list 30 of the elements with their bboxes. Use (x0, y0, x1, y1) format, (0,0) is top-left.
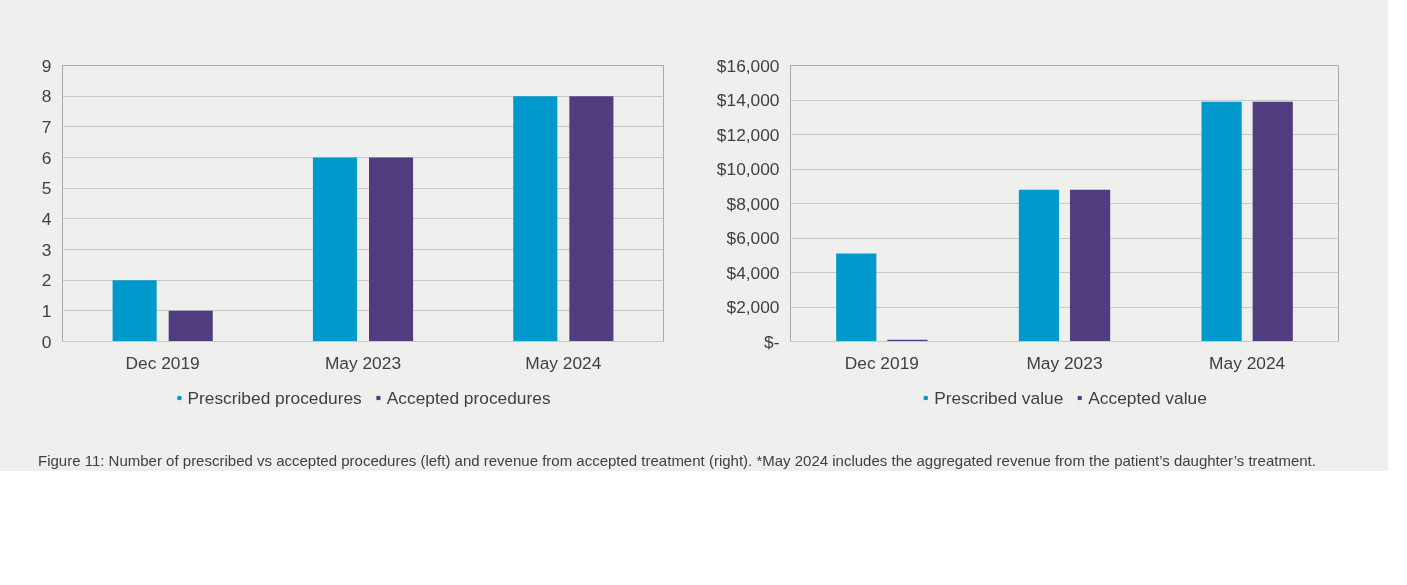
x-tick-label: May 2024 (1209, 352, 1286, 373)
x-tick-label: May 2023 (1026, 352, 1103, 373)
y-tick-label: 8 (41, 86, 52, 107)
caption: Figure 11: Number of prescribed vs accepted procedures (left) and revenue from accepted treatment (right). *May 2024 includes the aggregated revenue from the patient’s daughter’s treatment. (38, 451, 1316, 471)
y-tick-label: $8,000 (726, 193, 780, 214)
x-tick-label: Dec 2019 (844, 352, 919, 373)
y-tick-label: $10,000 (716, 159, 780, 179)
y-tick-label: 0 (41, 331, 52, 352)
y-tick-label: 2 (41, 270, 52, 291)
y-tick-label: $12,000 (716, 124, 780, 145)
legend-label: Prescribed value (934, 387, 1064, 408)
legend-label: Accepted procedures (386, 387, 551, 408)
y-tick-label: 3 (41, 239, 52, 260)
legend-label: Accepted value (1088, 387, 1207, 408)
y-tick-label: 5 (41, 178, 52, 199)
y-tick-label: $6,000 (726, 228, 780, 248)
y-tick-label: $- (764, 331, 780, 352)
legend-label: Prescribed procedures (187, 387, 362, 408)
x-tick-label: May 2024 (525, 352, 602, 373)
y-tick-label: $14,000 (716, 90, 780, 110)
y-tick-label: 1 (41, 300, 52, 321)
x-tick-label: Dec 2019 (125, 352, 200, 373)
y-tick-label: 9 (41, 55, 52, 76)
y-tick-label: 6 (41, 147, 52, 168)
y-tick-label: 4 (41, 208, 52, 229)
y-tick-label: 7 (41, 116, 52, 137)
x-tick-label: May 2023 (324, 352, 402, 373)
y-tick-label: $2,000 (726, 297, 780, 317)
y-tick-label: $16,000 (716, 55, 780, 76)
y-tick-label: $4,000 (726, 262, 780, 283)
